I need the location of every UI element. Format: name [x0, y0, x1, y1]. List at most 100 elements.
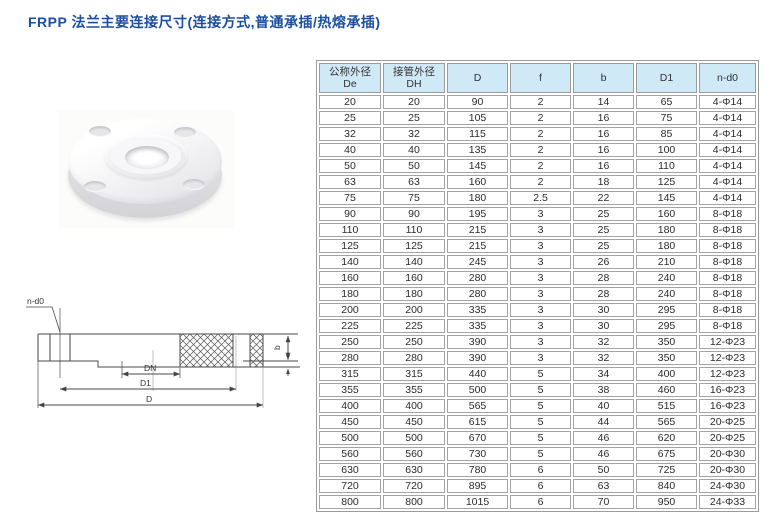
table-cell: 50: [383, 159, 445, 173]
table-cell: 800: [319, 495, 381, 509]
table-cell: 180: [383, 287, 445, 301]
table-cell: 20-Φ25: [699, 415, 756, 429]
table-row: 75 75 180 2.5 22 145 4-Φ14: [319, 191, 756, 205]
table-cell: 25: [573, 207, 634, 221]
table-cell: 24-Φ30: [699, 479, 756, 493]
table-cell: 12-Φ23: [699, 335, 756, 349]
page-title: FRPP 法兰主要连接尺寸(连接方式,普通承插/热熔承插): [28, 14, 381, 30]
table-row: 50 50 145 2 16 110 4-Φ14: [319, 159, 756, 173]
table-cell: 12-Φ23: [699, 351, 756, 365]
table-cell: 8-Φ18: [699, 271, 756, 285]
table-row: 125 125 215 3 25 180 8-Φ18: [319, 239, 756, 253]
table-cell: 32: [573, 351, 634, 365]
column-header: D1: [636, 63, 697, 93]
table-cell: 800: [383, 495, 445, 509]
table-cell: 195: [447, 207, 508, 221]
table-cell: 90: [447, 95, 508, 109]
table-cell: 46: [573, 431, 634, 445]
column-header: b: [573, 63, 634, 93]
table-cell: 40: [383, 143, 445, 157]
table-cell: 670: [447, 431, 508, 445]
table-cell: 63: [383, 175, 445, 189]
table-cell: 245: [447, 255, 508, 269]
table-cell: 105: [447, 111, 508, 125]
table-cell: 2: [510, 143, 571, 157]
table-cell: 4-Φ14: [699, 127, 756, 141]
table-cell: 100: [636, 143, 697, 157]
table-cell: 200: [319, 303, 381, 317]
table-cell: 180: [636, 223, 697, 237]
table-cell: 390: [447, 351, 508, 365]
table-cell: 26: [573, 255, 634, 269]
table-row: 400 400 565 5 40 515 16-Φ23: [319, 399, 756, 413]
b-label: b: [272, 345, 282, 350]
table-cell: 3: [510, 223, 571, 237]
table-cell: 295: [636, 303, 697, 317]
dn-extension: [121, 361, 181, 378]
d1-label: D1: [140, 378, 151, 388]
flange-bolt-hole: [89, 126, 111, 137]
table-cell: 350: [636, 335, 697, 349]
table-cell: 50: [319, 159, 381, 173]
table-row: 250 250 390 3 32 350 12-Φ23: [319, 335, 756, 349]
table-cell: 4-Φ14: [699, 143, 756, 157]
table-cell: 75: [383, 191, 445, 205]
table-cell: 720: [383, 479, 445, 493]
table-cell: 450: [383, 415, 445, 429]
table-cell: 140: [319, 255, 381, 269]
table-cell: 3: [510, 239, 571, 253]
table-row: 20 20 90 2 14 65 4-Φ14: [319, 95, 756, 109]
table-cell: 615: [447, 415, 508, 429]
table-cell: 16-Φ23: [699, 383, 756, 397]
table-cell: 500: [447, 383, 508, 397]
table-cell: 4-Φ14: [699, 111, 756, 125]
table-cell: 225: [383, 319, 445, 333]
table-cell: 2.5: [510, 191, 571, 205]
table-cell: 85: [636, 127, 697, 141]
table-cell: 630: [319, 463, 381, 477]
table-row: 225 225 335 3 30 295 8-Φ18: [319, 319, 756, 333]
table-cell: 90: [383, 207, 445, 221]
table-cell: 16: [573, 159, 634, 173]
table-row: 32 32 115 2 16 85 4-Φ14: [319, 127, 756, 141]
nd0-label: n-d0: [27, 296, 44, 306]
table-cell: 720: [319, 479, 381, 493]
table-cell: 40: [573, 399, 634, 413]
table-cell: 280: [447, 271, 508, 285]
table-body: 20 20 90 2 14 65 4-Φ14 25 25 105 2 16 75 4-Φ14 32 32 115…: [319, 95, 756, 509]
table-row: 40 40 135 2 16 100 4-Φ14: [319, 143, 756, 157]
table-cell: 895: [447, 479, 508, 493]
table-cell: 390: [447, 335, 508, 349]
table-cell: 140: [383, 255, 445, 269]
table-cell: 20: [383, 95, 445, 109]
flange-center-hole: [125, 146, 169, 169]
table-cell: 16: [573, 127, 634, 141]
table-cell: 780: [447, 463, 508, 477]
hatched-socket-section: [249, 333, 264, 368]
table-cell: 63: [573, 479, 634, 493]
table-cell: 34: [573, 367, 634, 381]
table-cell: 295: [636, 319, 697, 333]
dn-label: DN: [144, 363, 156, 373]
table-cell: 8-Φ18: [699, 223, 756, 237]
table-cell: 125: [383, 239, 445, 253]
table-row: 110 110 215 3 25 180 8-Φ18: [319, 223, 756, 237]
d-label: D: [146, 394, 152, 404]
table-cell: 240: [636, 271, 697, 285]
table-cell: 8-Φ18: [699, 303, 756, 317]
flange-bolt-hole: [174, 127, 196, 138]
table-cell: 5: [510, 399, 571, 413]
table-cell: 90: [319, 207, 381, 221]
table-cell: 75: [636, 111, 697, 125]
table-cell: 8-Φ18: [699, 287, 756, 301]
table-cell: 160: [383, 271, 445, 285]
table-cell: 125: [319, 239, 381, 253]
table-row: 560 560 730 5 46 675 20-Φ30: [319, 447, 756, 461]
table-cell: 355: [383, 383, 445, 397]
table-cell: 725: [636, 463, 697, 477]
table-cell: 5: [510, 383, 571, 397]
table-cell: 28: [573, 287, 634, 301]
table-cell: 200: [383, 303, 445, 317]
table-row: 140 140 245 3 26 210 8-Φ18: [319, 255, 756, 269]
table-row: 315 315 440 5 34 400 12-Φ23: [319, 367, 756, 381]
